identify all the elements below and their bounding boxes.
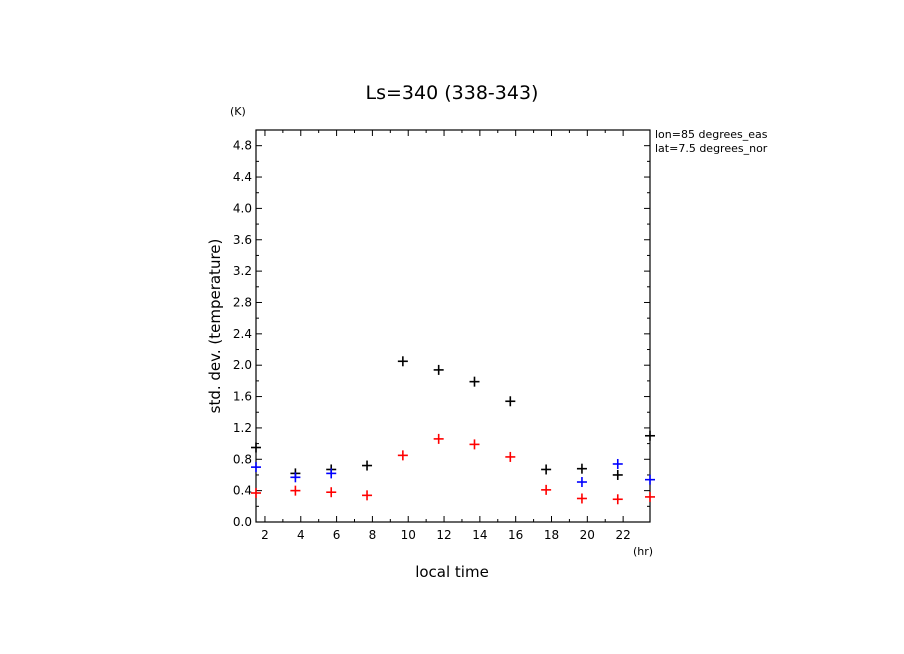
x-tick-label: 14 (472, 528, 487, 542)
y-tick-label: 4.0 (233, 201, 252, 215)
x-tick-label: 8 (369, 528, 377, 542)
annotation-lat: lat=7.5 degrees_nor (655, 142, 768, 155)
y-tick-label: 1.6 (233, 390, 252, 404)
data-point (645, 430, 655, 441)
data-point (505, 451, 516, 462)
data-point (362, 490, 373, 501)
data-point (397, 356, 408, 367)
y-tick-label: 0.4 (233, 484, 252, 498)
data-point (326, 468, 337, 479)
y-axis: 0.0 0.4 0.8 1.2 1.6 2.0 2.4 2.8 3.2 3.6 4.0 4.4 4.8 (233, 139, 650, 529)
data-point (645, 491, 655, 502)
data-point (326, 487, 337, 498)
data-point (576, 477, 587, 488)
data-point (397, 450, 408, 461)
y-tick-label: 0.0 (233, 515, 252, 529)
annotation-lon: lon=85 degrees_eas (655, 128, 768, 141)
x-tick-label: 18 (544, 528, 559, 542)
y-tick-label: 2.8 (233, 295, 252, 309)
x-tick-label: 20 (580, 528, 595, 542)
chart-title: Ls=340 (338-343) (366, 82, 539, 104)
data-point (290, 485, 301, 496)
x-axis: 2 4 6 8 10 12 14 16 18 20 22 (261, 130, 631, 542)
x-tick-label: 6 (333, 528, 341, 542)
data-point (576, 493, 587, 504)
data-point (541, 464, 552, 475)
data-point (505, 396, 516, 407)
data-point (362, 460, 373, 471)
x-tick-label: 22 (615, 528, 630, 542)
data-point (433, 433, 444, 444)
data-point (541, 484, 552, 495)
data-point (469, 439, 480, 450)
x-tick-label: 12 (436, 528, 451, 542)
x-tick-label: 4 (297, 528, 305, 542)
y-tick-label: 3.6 (233, 233, 252, 247)
data-points (251, 356, 655, 505)
x-tick-label: 10 (401, 528, 416, 542)
data-point (433, 364, 444, 375)
x-unit-label: (hr) (633, 545, 653, 558)
data-point (612, 458, 623, 469)
data-point (251, 462, 261, 473)
data-point (469, 376, 480, 387)
data-point (251, 487, 261, 498)
data-point (290, 472, 301, 483)
x-axis-label: local time (415, 563, 489, 581)
y-tick-label: 2.4 (233, 327, 252, 341)
y-tick-label: 0.8 (233, 452, 252, 466)
data-point (612, 469, 623, 480)
y-tick-label: 1.2 (233, 421, 252, 435)
data-point (576, 463, 587, 474)
x-tick-label: 16 (508, 528, 523, 542)
y-unit-label: (K) (230, 105, 246, 118)
x-tick-label: 2 (261, 528, 269, 542)
data-point (645, 474, 655, 485)
y-tick-label: 4.8 (233, 139, 252, 153)
y-axis-label: std. dev. (temperature) (206, 239, 224, 414)
y-tick-label: 2.0 (233, 358, 252, 372)
y-tick-label: 3.2 (233, 264, 252, 278)
data-point (251, 442, 261, 453)
plot-frame (255, 129, 651, 523)
data-point (612, 494, 623, 505)
y-tick-label: 4.4 (233, 170, 252, 184)
